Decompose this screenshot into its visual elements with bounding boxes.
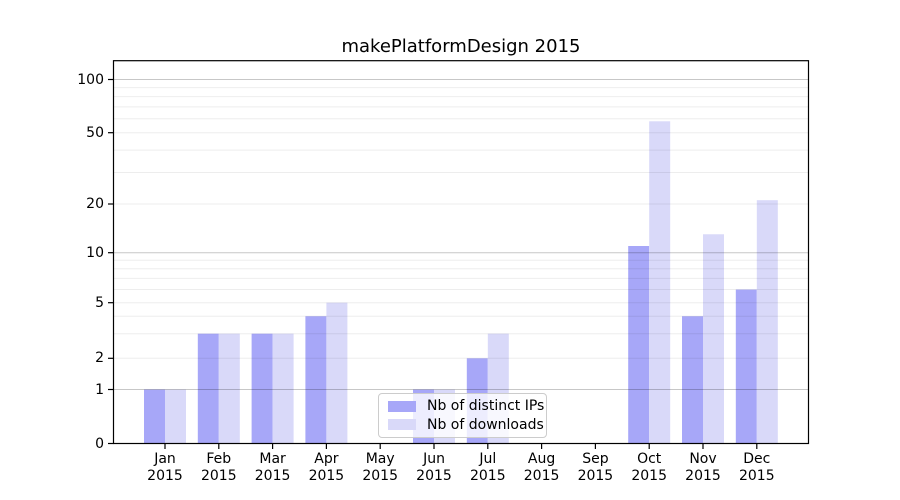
bar-distinct-ips xyxy=(252,334,273,444)
y-tick-label: 2 xyxy=(0,349,104,367)
bar-downloads xyxy=(165,390,186,444)
bar-distinct-ips xyxy=(628,246,649,443)
bar-downloads xyxy=(219,334,240,444)
legend-label-distinct-ips: Nb of distinct IPs xyxy=(427,398,544,414)
bar-downloads xyxy=(273,334,294,444)
y-tick-label: 10 xyxy=(0,244,104,262)
legend-swatch-downloads xyxy=(388,419,416,430)
y-tick-label: 0 xyxy=(0,435,104,453)
y-tick-label: 100 xyxy=(0,71,104,89)
bar-distinct-ips xyxy=(144,390,165,444)
bar-distinct-ips xyxy=(305,316,326,443)
y-tick-label: 20 xyxy=(0,195,104,213)
bar-downloads xyxy=(326,303,347,444)
legend-item-distinct-ips: Nb of distinct IPs xyxy=(388,398,540,414)
bar-distinct-ips xyxy=(682,316,703,443)
y-tick-label: 5 xyxy=(0,294,104,312)
legend-item-downloads: Nb of downloads xyxy=(388,417,540,433)
legend-swatch-distinct-ips xyxy=(388,401,416,412)
chart-figure: makePlatformDesign 2015 0125102050100 Ja… xyxy=(0,0,900,500)
bar-distinct-ips xyxy=(736,290,757,444)
y-tick-label: 1 xyxy=(0,381,104,399)
bar-downloads xyxy=(703,234,724,443)
bar-downloads xyxy=(757,200,778,443)
legend: Nb of distinct IPs Nb of downloads xyxy=(378,393,547,438)
y-tick-label: 50 xyxy=(0,124,104,142)
bar-downloads xyxy=(649,121,670,443)
x-tick-label: Dec2015 xyxy=(725,451,789,485)
bar-distinct-ips xyxy=(198,334,219,444)
legend-label-downloads: Nb of downloads xyxy=(427,417,544,433)
